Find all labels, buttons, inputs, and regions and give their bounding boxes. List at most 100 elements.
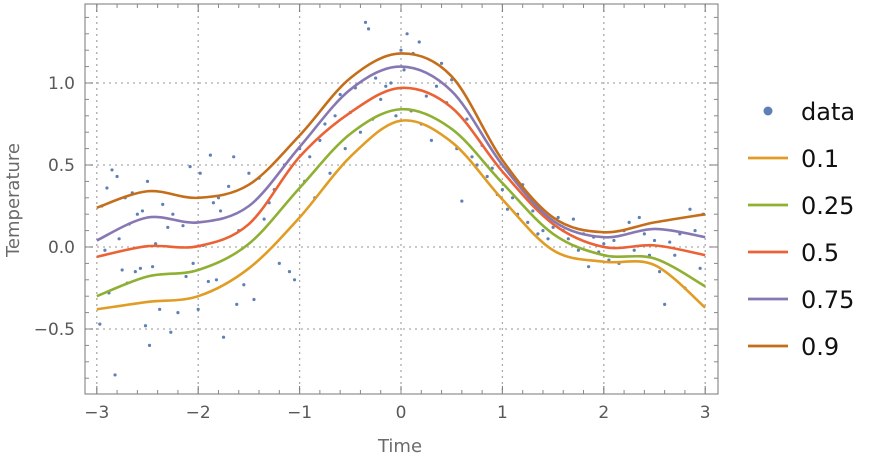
data-point [470,155,474,159]
data-point [632,248,636,252]
legend-label-0.75: 0.75 [801,286,854,314]
data-point [161,202,165,206]
data-point [541,229,545,233]
data-point [389,81,393,85]
data-point [120,268,124,272]
data-point [232,155,236,159]
data-point [363,20,368,24]
x-tick-label: −2 [186,403,211,423]
data-point [526,220,530,224]
data-point [181,224,185,228]
data-point [105,186,109,190]
data-point [402,68,406,72]
data-point [366,27,371,31]
data-point [214,278,219,282]
y-axis-label: Temperature [3,143,24,258]
data-point [668,240,672,244]
data-point [140,209,145,213]
data-point [424,94,428,98]
legend-label-0.9: 0.9 [801,333,839,361]
data-point [485,174,489,179]
data-point [211,201,216,205]
data-point [221,335,226,339]
data-point [405,32,409,36]
data-point [657,270,662,274]
data-point [218,209,223,213]
legend-data-marker [763,106,773,116]
data-point [208,153,212,157]
legend-label-0.5: 0.5 [801,239,839,267]
data-point [602,242,606,246]
data-point [154,242,158,246]
x-axis-label: Time [377,436,422,457]
legend-label-data: data [801,98,855,126]
data-point [374,76,378,80]
data-point [546,237,550,241]
data-point [242,283,246,287]
x-tick-label: −1 [287,403,312,423]
data-point [277,261,281,265]
data-point [531,209,535,213]
y-tick-label: 1.0 [48,74,75,94]
data-point [637,215,641,220]
x-tick-label: 1 [497,403,508,423]
data-point [698,266,702,270]
data-point [308,155,312,159]
quantile-line-0.25 [96,107,706,298]
data-point [133,270,137,274]
data-point [500,188,504,192]
quantile-line-0.9 [96,52,706,234]
data-point [612,238,616,243]
data-point [556,215,560,220]
data-point [465,117,469,121]
y-tick-label: 0.5 [48,156,75,176]
data-point [227,184,231,188]
data-point [475,163,479,167]
y-tick-label: 0.0 [48,238,75,258]
data-point [505,207,510,211]
data-point [379,97,383,101]
data-point [176,311,180,315]
legend-label-0.25: 0.25 [801,192,854,220]
data-point [384,84,388,88]
data-point [113,373,117,377]
data-point [652,238,657,243]
x-tick-label: 3 [700,403,711,423]
data-point [394,114,398,118]
data-point [439,61,444,65]
data-point [343,147,347,151]
data-point [627,220,631,224]
data-point [196,307,200,311]
data-point [328,171,332,175]
data-point [103,248,107,252]
data-point [145,179,150,183]
axis-ticks: −3 −2 −1 0 1 2 3 −0.5 0.0 0.5 1.0 [34,4,718,423]
data-point [571,217,575,221]
data-point [358,130,363,134]
data-point [673,253,677,257]
data-point [663,302,667,306]
data-point [166,225,170,229]
data-point [693,229,697,233]
data-point [169,330,173,334]
data-point [191,261,195,265]
data-point [576,248,581,252]
quantile-line-0.1 [96,119,707,311]
data-point [235,302,239,306]
y-tick-label: −0.5 [34,320,75,340]
data-point [252,297,256,302]
data-point [417,40,421,44]
data-point [536,232,540,236]
x-tick-label: 0 [396,403,407,423]
data-point [323,122,327,126]
data-point [434,84,439,88]
grid [85,4,718,394]
data-point [188,165,192,169]
data-point [338,92,342,97]
data-point [138,266,143,270]
data-point [318,138,322,142]
data-point [333,114,337,118]
legend: data 0.1 0.25 0.5 0.75 0.9 [748,98,855,361]
data-point [566,237,570,241]
